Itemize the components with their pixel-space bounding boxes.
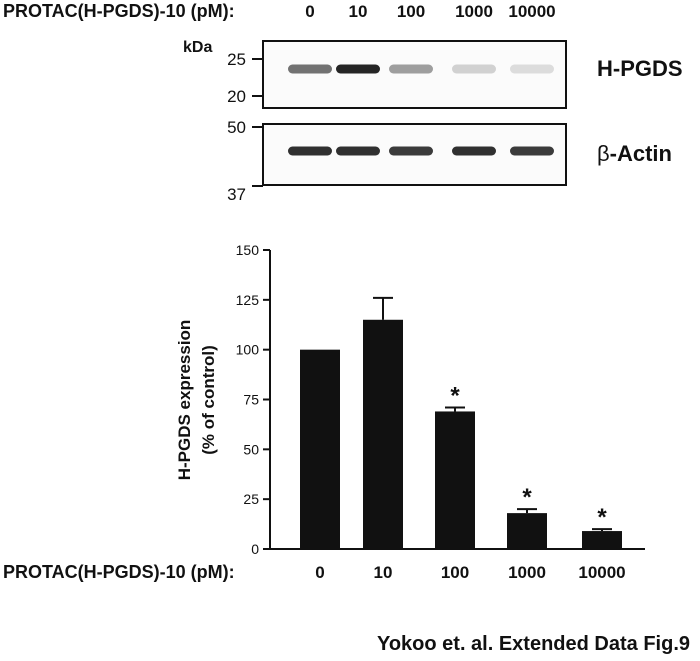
y-tick-label: 75 [243,392,259,408]
y-tick-label: 150 [236,242,260,258]
y-tick-label: 25 [243,491,259,507]
bar [300,349,340,549]
hpgds-panel-name: H-PGDS [597,56,683,81]
blot-lane-label: 0 [305,2,314,21]
blot-lane-label: 100 [397,2,425,21]
blot-band [288,146,332,156]
blot-lane-label: 10000 [508,2,555,21]
blot-band [510,146,554,156]
significance-marker: * [522,484,532,511]
significance-marker: * [450,382,460,409]
actin-panel-name: β-Actin [597,141,672,166]
blot-band [389,64,433,74]
x-tick-labels: 0 10 100 1000 10000 [315,563,625,582]
actin-blot-panel: 50 37 β-Actin [227,118,672,204]
x-axis-label: PROTAC(H-PGDS)-10 (pM): [3,562,235,582]
x-tick-label: 1000 [508,563,546,582]
bar-chart: 0 25 50 75 100 125 150 * * * 0 10 100 1000 10000 H-P… [3,242,645,582]
blot-lane-label: 10 [349,2,368,21]
bar [507,513,547,549]
blot-band [452,64,496,74]
bar [363,319,403,549]
actin-name-suffix: -Actin [610,141,672,166]
x-tick-label: 100 [441,563,469,582]
figure-credit: Yokoo et. al. Extended Data Fig.9 [377,633,690,655]
blot-band [336,64,380,74]
y-tick-label: 50 [243,441,259,457]
significance-marker: * [597,504,607,531]
hpgds-blot-panel: 25 20 H-PGDS [227,40,683,109]
bar [435,411,475,549]
blot-lane-labels: 0 10 100 1000 10000 [305,2,555,21]
x-tick-label: 10 [374,563,393,582]
actin-beta-prefix: β [597,141,610,166]
blot-band [510,64,554,74]
y-tick-label: 0 [251,541,259,557]
x-tick-label: 10000 [578,563,625,582]
blot-band [389,146,433,156]
y-ticks: 0 25 50 75 100 125 150 [236,242,270,557]
blot-treatment-label: PROTAC(H-PGDS)-10 (pM): [3,1,235,21]
y-axis-label-line2: (% of control) [199,345,218,455]
kda-unit-label: kDa [183,39,212,56]
marker-label-50: 50 [227,118,246,137]
blot-band [288,64,332,74]
blot-band [336,146,380,156]
y-tick-label: 100 [236,342,260,358]
bar [582,531,622,549]
y-tick-label: 125 [236,292,260,308]
bars: * * * [300,296,622,549]
marker-label-25: 25 [227,50,246,69]
actin-bands [288,146,554,156]
marker-label-20: 20 [227,87,246,106]
blot-band [452,146,496,156]
hpgds-blot-frame [262,40,567,109]
marker-label-37: 37 [227,185,246,204]
hpgds-bands [288,64,554,74]
western-blot: PROTAC(H-PGDS)-10 (pM): 0 10 100 1000 10000 … [3,1,683,204]
blot-lane-label: 1000 [455,2,493,21]
y-axis-label-line1: H-PGDS expression [175,320,194,481]
x-tick-label: 0 [315,563,324,582]
